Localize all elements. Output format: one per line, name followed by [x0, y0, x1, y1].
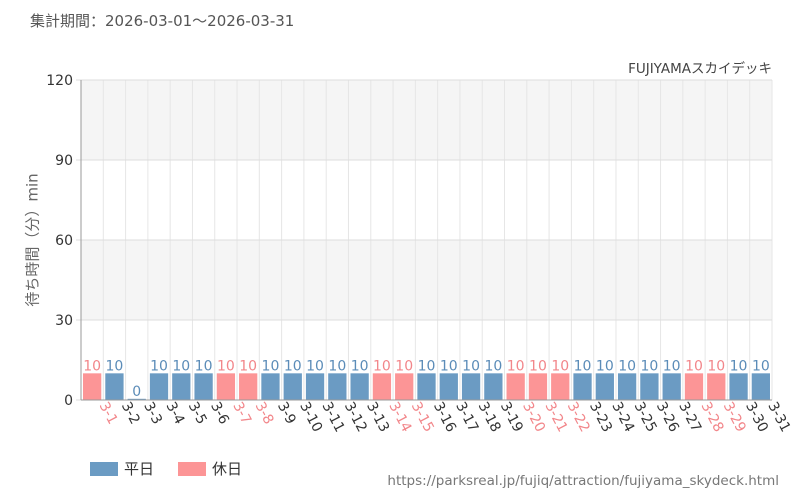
period-text: 集計期間：2026-03-01～2026-03-31	[30, 12, 295, 30]
value-label-3-12: 10	[328, 358, 346, 374]
bar-3-8	[239, 373, 258, 400]
bar-3-7	[216, 373, 236, 400]
bar-3-24	[595, 373, 614, 400]
bar-3-2	[105, 373, 124, 400]
bar-3-19	[484, 373, 503, 400]
legend-label-weekday: 平日	[124, 460, 155, 478]
x-tick-label-3-2: 3-2	[118, 399, 143, 427]
value-label-3-29: 10	[707, 358, 725, 374]
bar-3-27	[662, 373, 681, 400]
y-tick-label: 90	[55, 153, 73, 169]
bar-3-30	[729, 373, 748, 400]
bar-3-9	[261, 373, 280, 400]
value-label-3-18: 10	[462, 358, 480, 374]
bar-3-10	[283, 373, 302, 400]
bar-3-13	[350, 373, 369, 400]
bar-3-23	[573, 373, 592, 400]
bar-3-25	[617, 373, 637, 400]
y-tick-label: 120	[46, 73, 73, 89]
legend-swatch-weekday	[90, 461, 118, 476]
source-url: https://parksreal.jp/fujiq/attraction/fu…	[387, 473, 779, 489]
y-tick-label: 0	[64, 393, 73, 409]
value-label-3-30: 10	[730, 358, 748, 374]
chart-title: FUJIYAMAスカイデッキ	[628, 60, 772, 77]
bar-3-21	[528, 373, 548, 400]
value-label-3-31: 10	[752, 358, 770, 374]
value-label-3-25: 10	[618, 358, 636, 374]
value-label-3-24: 10	[596, 358, 614, 374]
value-label-3-6: 10	[195, 358, 213, 374]
x-tick-label-3-4: 3-4	[162, 399, 187, 427]
bar-3-26	[640, 373, 659, 400]
value-label-3-19: 10	[484, 358, 502, 374]
legend: 平日 休日	[90, 458, 266, 479]
bar-3-16	[417, 373, 436, 400]
bar-3-22	[551, 373, 570, 400]
plot-band	[81, 240, 772, 320]
value-label-3-11: 10	[306, 358, 324, 374]
x-tick-label-3-9: 3-9	[274, 399, 299, 427]
bars	[83, 373, 770, 400]
plot-band	[81, 160, 772, 240]
x-tick-label-3-5: 3-5	[185, 399, 210, 427]
bar-3-4	[149, 373, 169, 400]
bar-3-12	[328, 373, 347, 400]
bar-3-18	[461, 373, 481, 400]
value-label-3-14: 10	[373, 358, 391, 374]
bar-3-1	[83, 373, 102, 400]
x-tick-labels: 3-13-23-33-43-53-63-73-83-93-103-113-123…	[96, 399, 794, 435]
value-label-3-7: 10	[217, 358, 235, 374]
value-label-3-13: 10	[351, 358, 369, 374]
legend-label-holiday: 休日	[212, 460, 243, 478]
value-label-3-27: 10	[663, 358, 681, 374]
value-label-3-21: 10	[529, 358, 547, 374]
bar-3-17	[439, 373, 458, 400]
plot-band	[81, 80, 772, 160]
bar-3-3	[127, 398, 146, 400]
bar-3-15	[395, 373, 414, 400]
bar-3-14	[372, 373, 392, 400]
bar-3-20	[506, 373, 525, 400]
bar-3-6	[194, 373, 213, 400]
x-tick-label-3-6: 3-6	[207, 399, 232, 427]
x-tick-label-3-1: 3-1	[96, 399, 121, 427]
value-label-3-10: 10	[284, 358, 302, 374]
value-label-3-15: 10	[395, 358, 413, 374]
x-tick-label-3-8: 3-8	[252, 399, 277, 427]
value-label-3-22: 10	[551, 358, 569, 374]
y-tick-label: 30	[55, 313, 73, 329]
value-label-3-5: 10	[172, 358, 190, 374]
legend-holiday: 休日	[178, 458, 242, 479]
bar-3-31	[751, 373, 770, 400]
value-label-3-17: 10	[440, 358, 458, 374]
value-label-3-2: 10	[106, 358, 124, 374]
value-label-3-1: 10	[83, 358, 101, 374]
bar-3-29	[707, 373, 726, 400]
value-label-3-8: 10	[239, 358, 257, 374]
value-label-3-20: 10	[507, 358, 525, 374]
y-tick-label: 60	[55, 233, 73, 249]
value-label-3-9: 10	[262, 358, 280, 374]
x-tick-label-3-31: 3-31	[764, 399, 793, 435]
y-tick-labels: 0 30 60 90 120	[46, 73, 73, 409]
bar-3-28	[684, 373, 704, 400]
x-tick-label-3-7: 3-7	[229, 399, 254, 427]
bar-3-11	[305, 373, 325, 400]
value-label-3-3: 0	[132, 384, 141, 400]
bar-3-5	[172, 373, 191, 400]
x-tick-label-3-3: 3-3	[140, 399, 165, 427]
value-label-3-16: 10	[418, 358, 436, 374]
legend-weekday: 平日	[90, 458, 154, 479]
value-label-3-23: 10	[574, 358, 592, 374]
legend-swatch-holiday	[178, 461, 207, 476]
value-label-3-28: 10	[685, 358, 703, 374]
value-label-3-26: 10	[640, 358, 658, 374]
value-label-3-4: 10	[150, 358, 168, 374]
